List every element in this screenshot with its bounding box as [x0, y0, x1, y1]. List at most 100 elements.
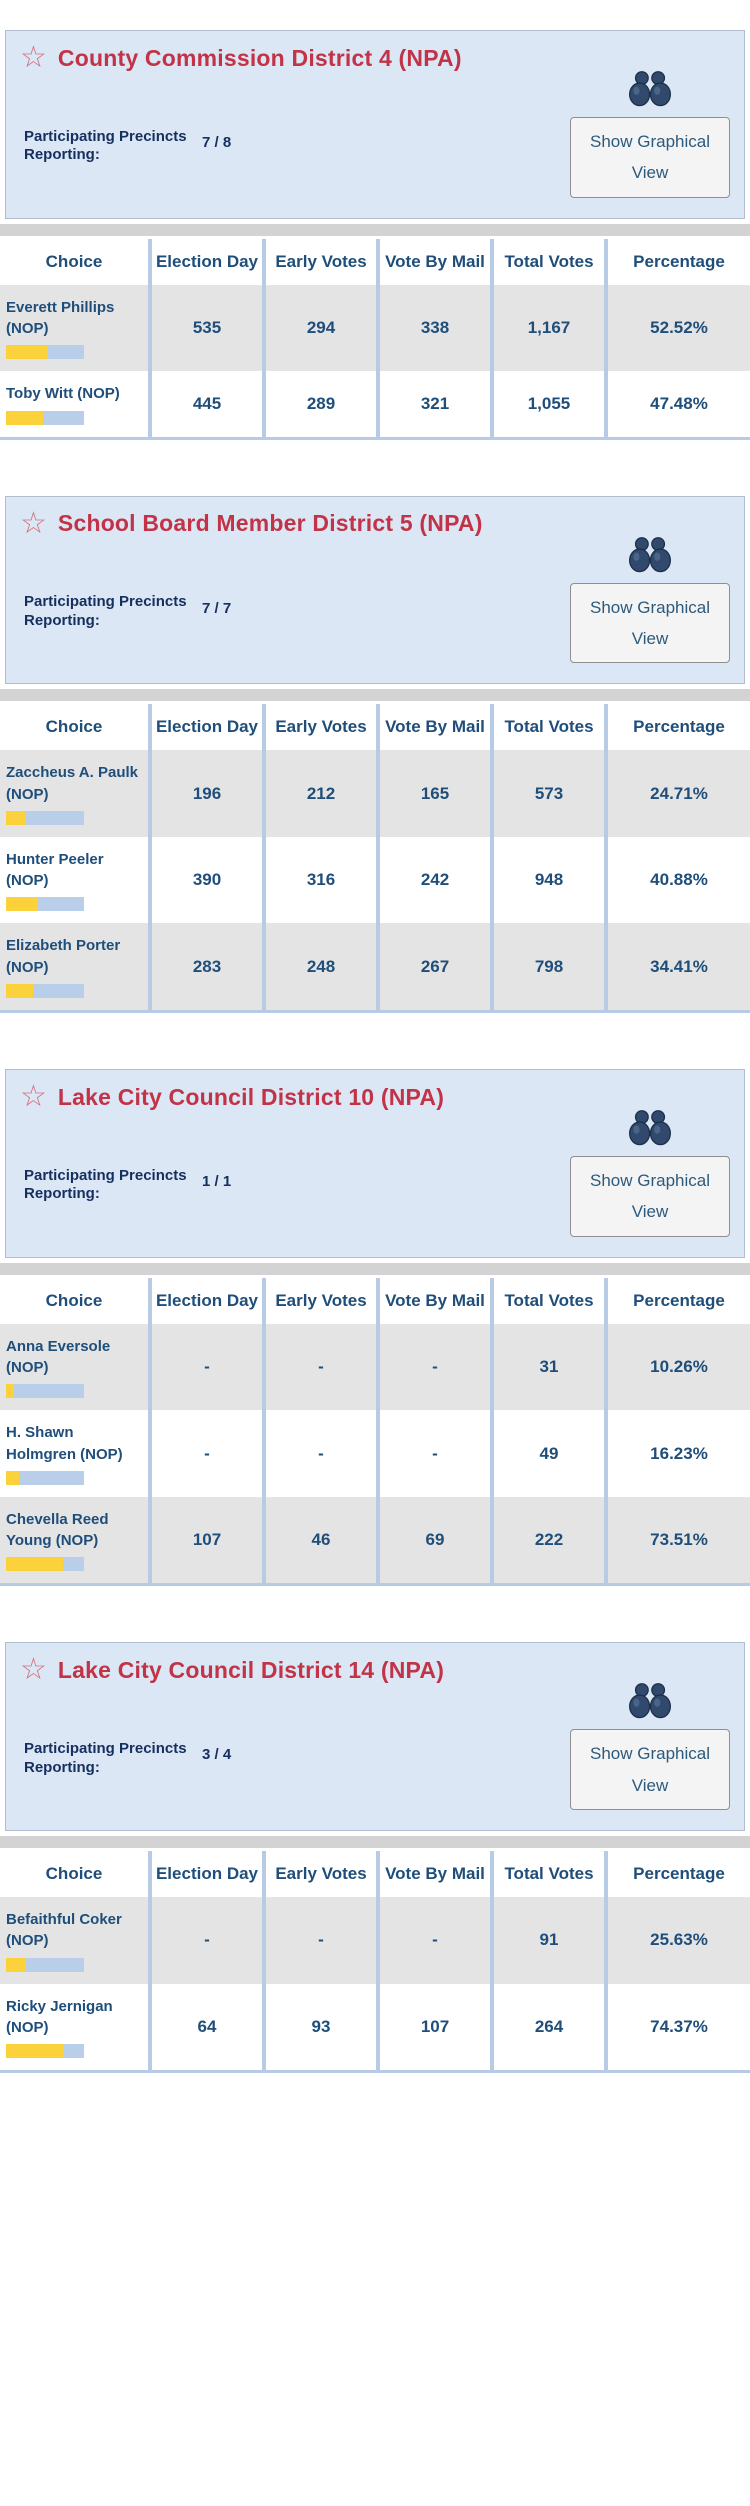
percentage-value: 47.48% — [604, 371, 750, 440]
column-header-total-votes: Total Votes — [490, 1851, 604, 1898]
candidate-name: Everett Phillips (NOP) — [6, 298, 115, 337]
vote-by-mail-votes: 338 — [376, 284, 490, 372]
candidate-name: Hunter Peeler (NOP) — [6, 850, 104, 890]
total-votes: 91 — [490, 1897, 604, 1984]
contest-title-row: ☆ Lake City Council District 10 (NPA) — [20, 1082, 730, 1112]
column-header-choice: Choice — [0, 1851, 148, 1898]
column-header-total-votes: Total Votes — [490, 238, 604, 285]
star-icon[interactable]: ☆ — [20, 1653, 47, 1687]
vote-by-mail-votes: 242 — [376, 836, 490, 924]
contest-title-row: ☆ School Board Member District 5 (NPA) — [20, 506, 730, 540]
total-votes: 222 — [490, 1496, 604, 1587]
column-header-choice: Choice — [0, 1277, 148, 1324]
percentage-value: 10.26% — [604, 1323, 750, 1411]
contest-section: ☆ County Commission District 4 (NPA) Par… — [0, 30, 750, 440]
table-top-strip — [0, 223, 750, 236]
contest-actions: Show Graphical View — [570, 69, 730, 198]
choice-cell: Befaithful Coker (NOP) — [0, 1897, 148, 1984]
percentage-bar — [6, 810, 84, 825]
vote-by-mail-votes: 165 — [376, 750, 490, 837]
total-votes: 31 — [490, 1323, 604, 1411]
contest-info-row: Participating Precincts Reporting: 1 / 1 — [20, 1110, 730, 1237]
binoculars-icon[interactable] — [628, 1681, 672, 1719]
results-table: Choice Election Day Early Votes Vote By Mai… — [0, 1277, 750, 1587]
vote-by-mail-votes: - — [376, 1323, 490, 1411]
candidate-name: Ricky Jernigan (NOP) — [6, 1997, 113, 2037]
total-votes: 798 — [490, 923, 604, 1014]
vote-by-mail-votes: - — [376, 1897, 490, 1984]
table-row: Elizabeth Porter (NOP) 283 248 267 798 3… — [0, 923, 750, 1014]
percentage-value: 74.37% — [604, 1983, 750, 2074]
percentage-bar — [6, 1470, 84, 1485]
contest-section: ☆ Lake City Council District 14 (NPA) Pa… — [0, 1642, 750, 2074]
table-row: Zaccheus A. Paulk (NOP) 196 212 165 573 … — [0, 750, 750, 837]
percentage-value: 34.41% — [604, 923, 750, 1014]
election-day-votes: 535 — [148, 284, 262, 372]
star-icon[interactable]: ☆ — [20, 41, 47, 74]
column-header-percentage: Percentage — [604, 238, 750, 285]
contest-title: Lake City Council District 10 (NPA) — [57, 1083, 445, 1110]
column-header-vote-by-mail: Vote By Mail — [376, 704, 490, 751]
column-header-early-votes: Early Votes — [262, 238, 376, 285]
column-header-early-votes: Early Votes — [262, 1277, 376, 1324]
binoculars-icon[interactable] — [628, 535, 672, 573]
binoculars-icon[interactable] — [628, 1108, 672, 1146]
vote-by-mail-votes: - — [376, 1410, 490, 1497]
election-day-votes: 445 — [148, 371, 262, 440]
percentage-bar-fill — [6, 1384, 14, 1399]
star-icon[interactable]: ☆ — [20, 1080, 47, 1114]
table-row: Befaithful Coker (NOP) - - - 91 25.63% — [0, 1897, 750, 1984]
column-header-total-votes: Total Votes — [490, 704, 604, 751]
precincts-value: 3 / 4 — [202, 1746, 232, 1764]
candidate-name: Anna Eversole (NOP) — [6, 1337, 111, 1376]
early-votes: 212 — [262, 750, 376, 837]
percentage-bar-fill — [6, 2044, 64, 2059]
choice-cell: Elizabeth Porter (NOP) — [0, 923, 148, 1014]
column-header-total-votes: Total Votes — [490, 1277, 604, 1324]
precincts-reporting: Participating Precincts Reporting: 7 / 8 — [24, 128, 231, 166]
contest-title: Lake City Council District 14 (NPA) — [57, 1656, 445, 1683]
table-row: Ricky Jernigan (NOP) 64 93 107 264 74.37… — [0, 1983, 750, 2074]
binoculars-icon[interactable] — [628, 69, 672, 107]
percentage-bar-fill — [6, 1557, 64, 1572]
total-votes: 1,167 — [490, 284, 604, 372]
column-header-percentage: Percentage — [604, 1851, 750, 1898]
results-table: Choice Election Day Early Votes Vote By Mai… — [0, 704, 750, 1014]
show-graphical-view-button[interactable]: Show Graphical View — [570, 1729, 730, 1811]
show-graphical-view-button[interactable]: Show Graphical View — [570, 117, 730, 198]
candidate-name: Toby Witt (NOP) — [6, 385, 120, 403]
choice-cell: Ricky Jernigan (NOP) — [0, 1983, 148, 2074]
show-graphical-view-button[interactable]: Show Graphical View — [570, 582, 730, 664]
election-day-votes: 196 — [148, 750, 262, 837]
show-graphical-view-button[interactable]: Show Graphical View — [570, 1156, 730, 1237]
column-header-vote-by-mail: Vote By Mail — [376, 1277, 490, 1324]
precincts-label: Participating Precincts Reporting: — [24, 593, 187, 629]
election-day-votes: 64 — [148, 1983, 262, 2074]
choice-cell: Everett Phillips (NOP) — [0, 284, 148, 372]
contest-title: County Commission District 4 (NPA) — [57, 44, 462, 71]
percentage-bar — [6, 897, 84, 912]
percentage-value: 16.23% — [604, 1410, 750, 1497]
star-icon[interactable]: ☆ — [20, 506, 47, 540]
table-header-row: Choice Election Day Early Votes Vote By Mai… — [0, 1851, 750, 1898]
precincts-value: 7 / 7 — [202, 599, 232, 617]
choice-cell: Chevella Reed Young (NOP) — [0, 1496, 148, 1587]
early-votes: 93 — [262, 1983, 376, 2074]
election-day-votes: - — [148, 1410, 262, 1497]
candidate-name: Chevella Reed Young (NOP) — [6, 1510, 109, 1550]
contest-actions: Show Graphical View — [570, 535, 730, 664]
percentage-bar — [6, 1957, 84, 1972]
contest-actions: Show Graphical View — [570, 1108, 730, 1237]
percentage-bar — [6, 1384, 84, 1399]
vote-by-mail-votes: 267 — [376, 923, 490, 1014]
column-header-election-day: Election Day — [148, 704, 262, 751]
choice-cell: H. Shawn Holmgren (NOP) — [0, 1410, 148, 1497]
early-votes: - — [262, 1323, 376, 1411]
results-table: Choice Election Day Early Votes Vote By Mai… — [0, 1851, 750, 2074]
precincts-reporting: Participating Precincts Reporting: 3 / 4 — [24, 1740, 231, 1778]
percentage-value: 24.71% — [604, 750, 750, 837]
election-day-votes: 390 — [148, 836, 262, 924]
table-row: Anna Eversole (NOP) - - - 31 10.26% — [0, 1323, 750, 1411]
candidate-name: Zaccheus A. Paulk (NOP) — [6, 764, 138, 803]
precincts-reporting: Participating Precincts Reporting: 1 / 1 — [24, 1167, 231, 1205]
